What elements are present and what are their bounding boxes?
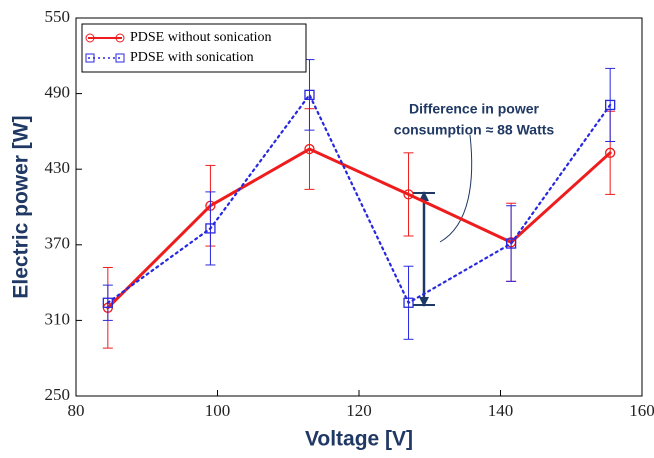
legend-marker [115,33,125,43]
marker [605,99,616,111]
series-line [106,147,612,310]
marker [304,143,315,155]
error-bar [102,284,113,321]
series-line [106,92,612,305]
x-tick-label: 140 [488,401,514,420]
legend-marker [115,53,125,63]
plot-frame [75,17,643,397]
marker [403,297,414,308]
y-tick-label: 550 [45,7,71,26]
error-bar [403,265,414,340]
annotation: Difference in power [409,101,539,117]
x-axis-label: Voltage [V] [305,428,413,451]
marker [205,223,216,234]
y-tick-label: 310 [45,309,71,328]
marker [403,189,414,200]
legend-marker [85,33,95,43]
marker [605,147,616,158]
x-tick-label: 120 [346,401,372,420]
marker [102,297,113,308]
x-tick-label: 80 [68,401,85,420]
legend-marker [85,53,95,63]
legend-label: PDSE without sonication [130,30,272,45]
marker [304,89,315,101]
y-tick-label: 250 [45,385,71,404]
legend-box [81,23,307,73]
y-tick-label: 430 [45,158,71,177]
error-bar [403,152,414,237]
marker [505,238,517,249]
annotation: consumption ≈ 88 Watts [394,122,555,138]
error-bar [605,67,616,142]
y-tick-label: 370 [45,234,71,253]
x-tick-label: 100 [205,401,231,420]
x-tick-label: 160 [629,401,654,420]
y-tick-label: 490 [45,83,71,102]
y-axis-label: Electric power [W] [10,115,33,298]
annotation-leader [439,134,473,243]
error-bar [205,191,216,266]
error-bar [506,205,517,282]
legend-label: PDSE with sonication [130,50,254,65]
